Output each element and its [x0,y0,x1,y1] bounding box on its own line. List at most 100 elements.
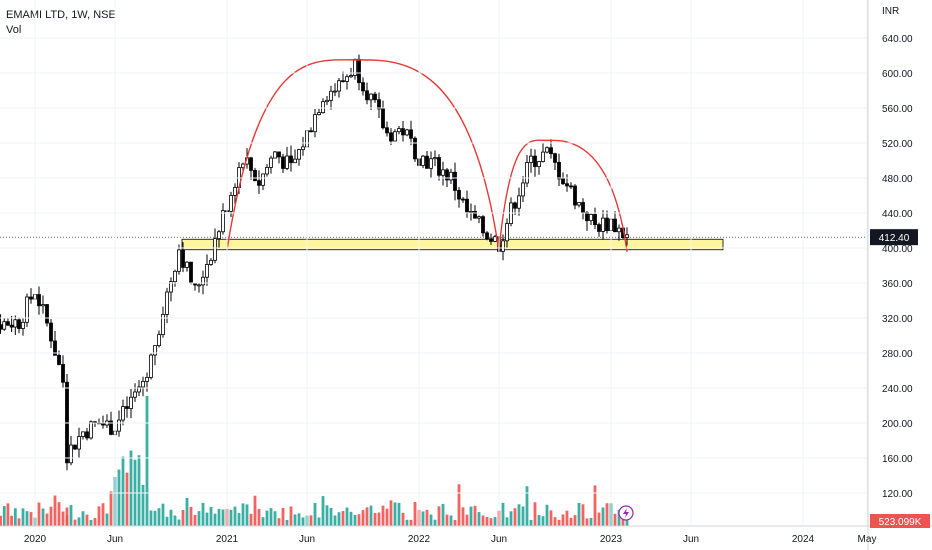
candle-body [581,202,585,213]
volume-bar [397,502,401,526]
y-tick-label: 240.00 [882,384,913,395]
volume-bar [521,506,525,526]
candle-body [37,294,41,307]
volume-bar [513,508,517,526]
volume-bar [205,512,209,526]
candle-body [521,182,525,197]
volume-bar [613,513,617,526]
candle-body [601,217,605,232]
candle-body [517,195,521,209]
candle-body [129,396,133,409]
volume-bar [485,516,489,526]
volume-bar [621,514,625,526]
candle-body [377,99,381,110]
volume-bar [493,517,497,526]
y-tick-label: 560.00 [882,104,913,115]
volume-bar [481,515,485,526]
candle-body [357,58,361,84]
candle-body [45,304,49,324]
volume-bar [517,504,521,526]
currency-label: INR [882,6,899,17]
candle-body [613,218,617,233]
candle-body [185,261,189,268]
volume-bar [585,518,589,526]
candle-body [293,158,297,164]
y-tick-label: 640.00 [882,34,913,45]
volume-bar [413,502,417,526]
volume-bar [389,500,393,526]
volume-bar [10,515,14,526]
volume-bar [193,514,197,526]
volume-bar [2,506,6,526]
last-volume-label: 523.099K [879,517,922,528]
candle-body [257,180,261,186]
y-tick-label: 400.00 [882,244,913,255]
candle-body [221,210,225,233]
volume-bar [377,512,381,526]
candle-body [493,236,497,242]
candle-body [597,224,601,232]
volume-bar [333,515,337,526]
candle-body [385,127,389,134]
candle-body [81,431,85,437]
volume-bar [249,513,253,526]
volume-bar [101,503,105,526]
candle-body [625,234,629,238]
volume-bar [381,505,385,526]
candle-body [589,213,593,222]
volume-bar [385,508,389,526]
volume-bar [53,495,57,526]
volume-bar [457,484,461,526]
candle-body [41,304,45,307]
volume-bar [469,506,473,526]
volume-bar [181,510,185,526]
candle-body [577,202,581,206]
y-tick-label: 160.00 [882,454,913,465]
candle-body [269,157,273,168]
candle-body [29,296,33,300]
candle-body [133,391,137,398]
candle-body [397,128,401,133]
candle-body [49,322,53,342]
volume-bar [257,508,261,526]
candle-body [189,261,193,284]
last-price-badge [870,229,918,246]
volume-bar [109,491,113,526]
pattern-arc [498,139,628,252]
volume-bar [229,509,233,526]
last-price-label: 412.40 [879,233,910,244]
volume-bar [165,516,169,526]
candle-body [505,223,509,242]
volume-bar [281,507,285,526]
x-tick-label: Jun [491,534,507,545]
volume-bar [153,510,157,526]
candle-body [53,340,57,356]
volume-bar [233,506,237,526]
volume-bar [297,513,301,526]
volume-bar [261,517,265,526]
volume-bar [129,450,133,526]
x-tick-label: 2021 [216,534,239,545]
volume-bar [89,519,93,526]
candle-body [605,217,609,231]
volume-bar [593,485,597,526]
volume-bar [433,519,437,526]
candle-body [153,345,157,356]
volume-bar [597,512,601,526]
y-tick-label: 280.00 [882,349,913,360]
volume-bars [0,396,629,526]
volume-bar [589,517,593,526]
volume-bar [241,503,245,526]
candle-body [137,386,141,393]
volume-bar [577,502,581,526]
candle-body [281,156,285,169]
candle-body [6,321,10,326]
volume-bar [149,510,153,526]
volume-bar [93,518,97,526]
volume-bar [465,514,469,526]
volume-bar [121,456,125,526]
volume-bar [37,502,41,526]
volume-bar [325,505,329,526]
candle-body [165,291,169,315]
